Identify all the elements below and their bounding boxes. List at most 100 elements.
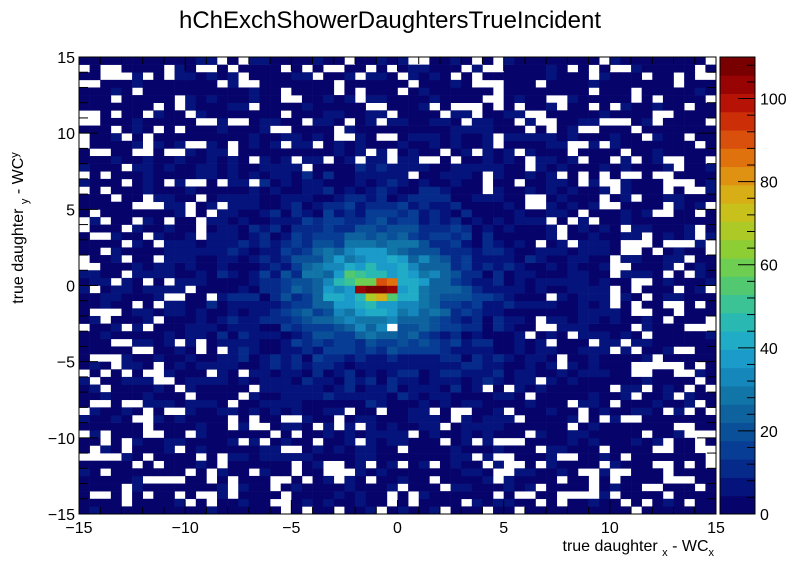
heatmap-cell [185,315,197,324]
heatmap-cell [471,460,483,469]
heatmap-cell [89,361,101,370]
heatmap-cell [153,270,165,279]
heatmap-cell [344,354,356,362]
heatmap-cell [259,110,271,119]
heatmap-cell [206,285,218,294]
heatmap-cell [567,79,579,88]
heatmap-cell [217,475,228,484]
heatmap-cell [567,346,579,355]
heatmap-cell [429,186,441,195]
heatmap-cell [524,72,536,81]
heatmap-cell [333,491,345,500]
heatmap-cell [471,300,483,309]
heatmap-cell [355,239,366,248]
heatmap-cell [153,133,165,142]
heatmap-cell [694,506,706,515]
heatmap-cell [355,300,366,309]
heatmap-cell [280,376,292,385]
heatmap-cell [323,201,335,210]
heatmap-cell [110,392,122,401]
heatmap-cell [524,277,536,286]
heatmap-cell [174,216,186,225]
heatmap-cell [121,331,133,340]
heatmap-cell [355,414,366,423]
heatmap-cell [312,133,324,142]
heatmap-cell [323,338,335,347]
heatmap-cell [588,194,600,203]
heatmap-cell [174,133,186,142]
heatmap-cell [323,361,335,370]
heatmap-cell [514,79,526,88]
heatmap-cell [514,247,526,256]
heatmap-cell [588,414,600,423]
heatmap-cell [641,392,653,401]
heatmap-cell [641,460,653,469]
heatmap-cell [599,255,611,263]
heatmap-cell [110,498,122,507]
heatmap-cell [471,186,483,195]
heatmap-cell [344,255,356,263]
heatmap-cell [684,491,696,500]
heatmap-cell [609,216,621,225]
heatmap-cell [673,414,685,423]
heatmap-cell [79,414,90,423]
heatmap-cell [270,453,282,461]
heatmap-cell [227,125,239,134]
heatmap-cell [355,216,366,225]
heatmap-cell [577,255,589,263]
heatmap-cell [355,354,366,362]
heatmap-cell [206,125,218,134]
heatmap-cell [132,239,143,248]
heatmap-cell [493,156,504,164]
heatmap-cell [694,270,706,279]
heatmap-cell [259,72,271,81]
heatmap-cell [386,376,398,385]
heatmap-cell [535,255,547,263]
heatmap-cell [439,95,451,103]
heatmap-cell [121,300,133,309]
heatmap-cell [641,194,653,203]
heatmap-cell [185,376,197,385]
heatmap-cell [631,384,642,393]
heatmap-cell [238,491,250,500]
heatmap-cell [609,209,621,218]
heatmap-cell [227,255,239,263]
heatmap-cell [259,468,271,477]
heatmap-cell [567,125,579,134]
heatmap-cell [429,262,441,271]
heatmap-cell [599,399,611,408]
heatmap-cell [482,414,494,423]
heatmap-cell [684,209,696,218]
heatmap-cell [100,460,112,469]
heatmap-cell [493,209,504,218]
heatmap-cell [397,95,409,103]
heatmap-cell [100,87,112,96]
heatmap-cell [599,285,611,294]
heatmap-cell [503,262,515,271]
heatmap-cell [121,384,133,393]
heatmap-cell [535,95,547,103]
heatmap-cell [344,87,356,96]
heatmap-cell [609,414,621,423]
y-tick-label: −15 [48,507,75,524]
heatmap-cell [408,194,420,203]
heatmap-cell [567,171,579,180]
heatmap-cell [323,445,335,454]
heatmap-cell [227,331,239,340]
heatmap-cell [482,247,494,256]
heatmap-cell [588,57,600,65]
colorbar-segment [720,148,755,168]
heatmap-cell [641,414,653,423]
heatmap-cell [110,323,122,332]
heatmap-cell [110,376,122,385]
x-tick-label: 15 [707,520,725,537]
heatmap-cell [662,285,674,294]
heatmap-cell [556,64,568,73]
heatmap-cell [418,300,430,309]
heatmap-cell [503,369,515,378]
heatmap-cell [248,323,260,332]
heatmap-cell [408,201,420,210]
heatmap-cell [344,216,356,225]
heatmap-cell [323,308,335,317]
heatmap-cell [524,262,536,271]
